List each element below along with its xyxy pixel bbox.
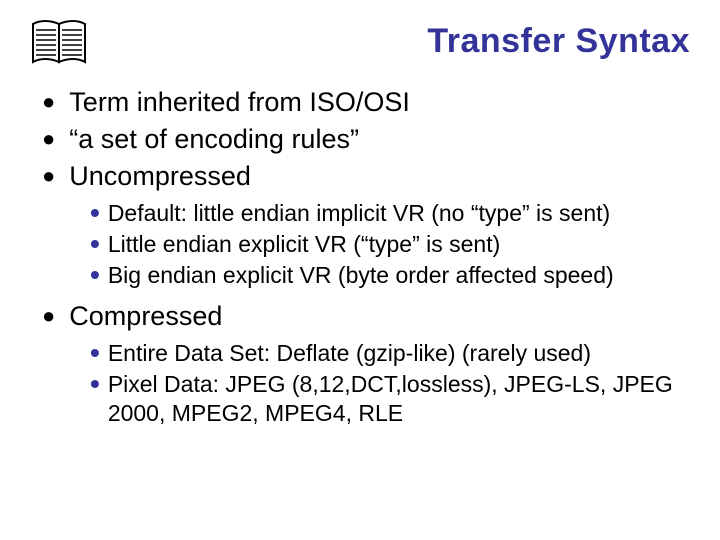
bullet-icon: ●: [42, 300, 55, 332]
list-item: ● “a set of encoding rules”: [40, 123, 680, 156]
book-icon: [30, 18, 88, 64]
sub-bullet-text: Big endian explicit VR (byte order affec…: [108, 261, 614, 290]
list-item: • Pixel Data: JPEG (8,12,DCT,lossless), …: [90, 370, 680, 428]
list-item: ● Term inherited from ISO/OSI: [40, 86, 680, 119]
sub-bullet-icon: •: [90, 261, 100, 289]
sub-list: • Default: little endian implicit VR (no…: [90, 199, 680, 290]
sub-bullet-icon: •: [90, 230, 100, 258]
list-item: • Little endian explicit VR (“type” is s…: [90, 230, 680, 259]
slide: Transfer Syntax ● Term inherited from IS…: [0, 0, 720, 540]
list-item: • Entire Data Set: Deflate (gzip-like) (…: [90, 339, 680, 368]
bullet-icon: ●: [42, 86, 55, 118]
sub-bullet-text: Little endian explicit VR (“type” is sen…: [108, 230, 500, 259]
sub-bullet-text: Default: little endian implicit VR (no “…: [108, 199, 610, 228]
sub-bullet-icon: •: [90, 339, 100, 367]
bullet-icon: ●: [42, 123, 55, 155]
sub-list: • Entire Data Set: Deflate (gzip-like) (…: [90, 339, 680, 428]
list-item: ● Compressed: [40, 300, 680, 333]
sub-bullet-icon: •: [90, 199, 100, 227]
bullet-text: Uncompressed: [69, 160, 251, 193]
slide-title: Transfer Syntax: [427, 22, 690, 61]
slide-header: Transfer Syntax: [30, 18, 690, 64]
bullet-text: Compressed: [69, 300, 222, 333]
sub-bullet-text: Pixel Data: JPEG (8,12,DCT,lossless), JP…: [108, 370, 680, 428]
bullet-text: Term inherited from ISO/OSI: [69, 86, 410, 119]
list-item: • Default: little endian implicit VR (no…: [90, 199, 680, 228]
sub-bullet-icon: •: [90, 370, 100, 398]
slide-content: ● Term inherited from ISO/OSI ● “a set o…: [30, 86, 690, 428]
list-item: • Big endian explicit VR (byte order aff…: [90, 261, 680, 290]
sub-bullet-text: Entire Data Set: Deflate (gzip-like) (ra…: [108, 339, 591, 368]
bullet-text: “a set of encoding rules”: [69, 123, 359, 156]
list-item: ● Uncompressed: [40, 160, 680, 193]
bullet-icon: ●: [42, 160, 55, 192]
